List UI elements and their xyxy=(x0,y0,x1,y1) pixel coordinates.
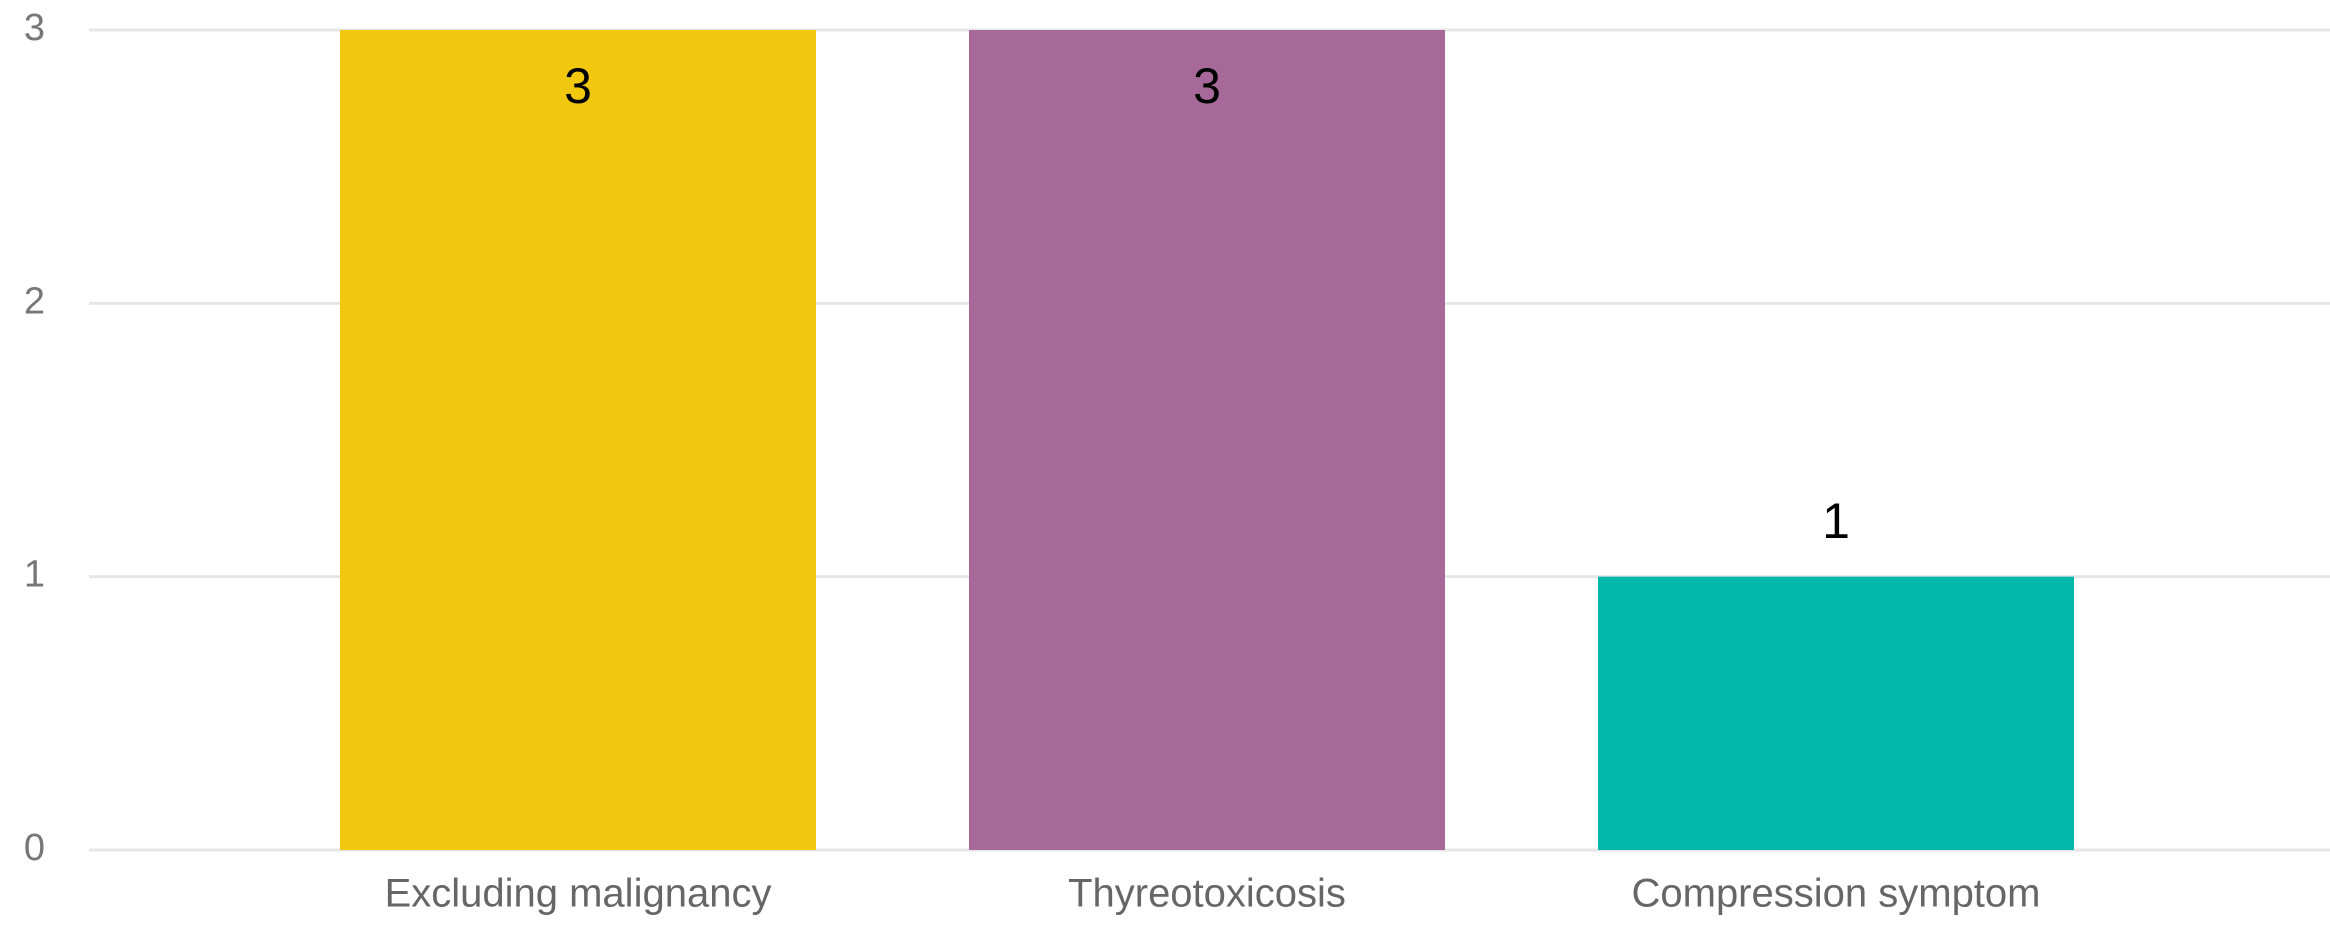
data-label: 3 xyxy=(564,58,592,114)
y-tick-label: 1 xyxy=(24,554,45,596)
data-label: 3 xyxy=(1193,58,1221,114)
bar xyxy=(340,30,816,850)
y-tick-label: 3 xyxy=(24,7,45,49)
y-tick-label: 0 xyxy=(24,827,45,869)
x-tick-label: Excluding malignancy xyxy=(385,872,772,916)
data-label: 1 xyxy=(1822,493,1850,549)
y-tick-label: 2 xyxy=(24,280,45,322)
bar xyxy=(1598,576,2074,850)
x-tick-label: Compression symptom xyxy=(1631,872,2040,916)
x-tick-label: Thyreotoxicosis xyxy=(1068,872,1346,916)
bar xyxy=(969,30,1445,850)
